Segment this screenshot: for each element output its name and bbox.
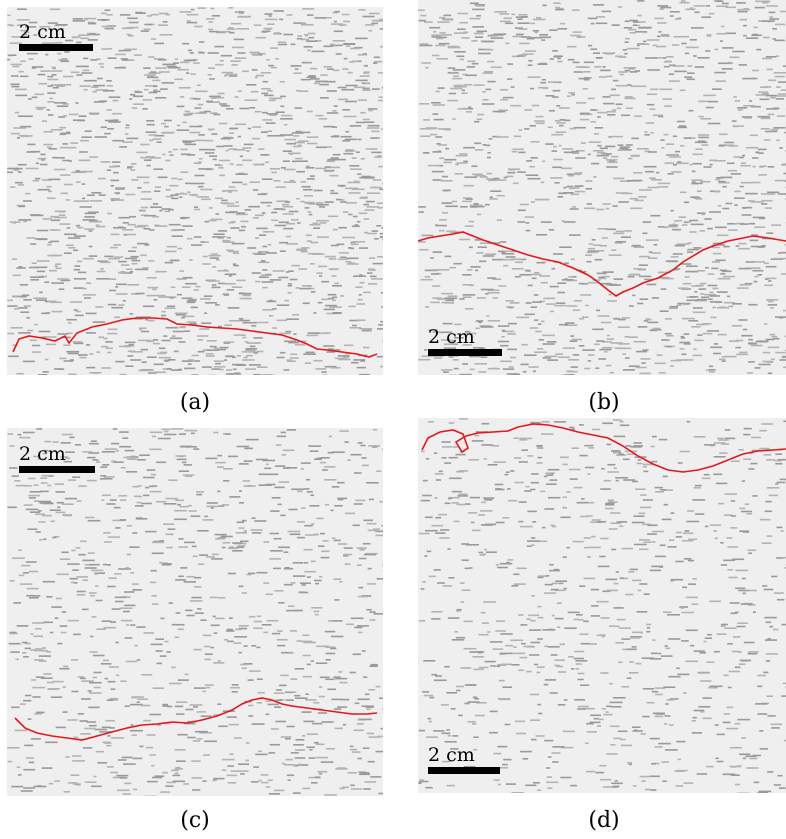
panel-c-image: 2 cm (7, 428, 383, 796)
texture-b (418, 0, 786, 375)
scale-bar-line-d (428, 767, 500, 774)
scale-label-a: 2 cm (19, 21, 66, 43)
front-line-c (14, 697, 378, 741)
caption-d: (d) (588, 808, 620, 833)
panel-d-image: 2 cm (418, 418, 786, 793)
scale-bar-line-b (428, 349, 502, 356)
caption-c: (c) (180, 808, 210, 833)
scale-bar-line-c (19, 466, 95, 473)
texture-d (418, 418, 786, 793)
caption-a: (a) (179, 390, 211, 415)
front-line-a (12, 317, 378, 358)
panel-a-image: 2 cm (7, 7, 383, 375)
panel-b-image: 2 cm (418, 0, 786, 375)
caption-b: (b) (588, 390, 620, 415)
front-line-d (421, 423, 786, 473)
texture-c (7, 428, 383, 796)
scale-label-c: 2 cm (19, 443, 66, 465)
scale-bar-line-a (19, 44, 93, 51)
scale-label-b: 2 cm (428, 326, 475, 348)
scale-label-d: 2 cm (428, 744, 475, 766)
front-line-b (418, 231, 786, 297)
